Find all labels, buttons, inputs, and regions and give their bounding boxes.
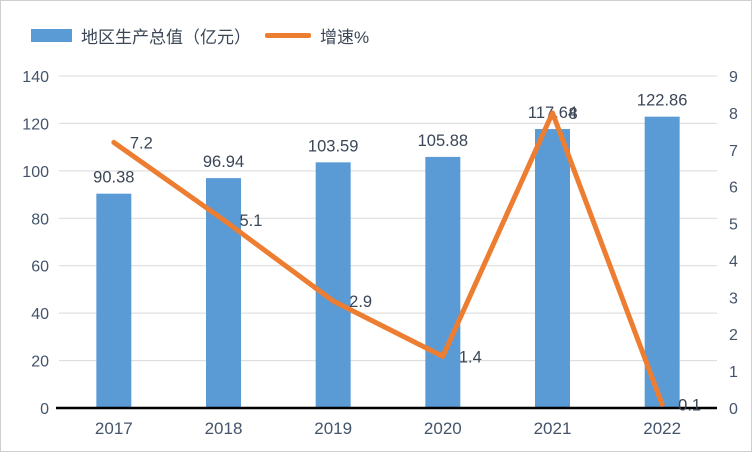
bar-series-swatch bbox=[31, 29, 72, 42]
left-axis-tick: 80 bbox=[31, 211, 49, 228]
bar-label: 103.59 bbox=[308, 137, 358, 155]
line-label: 8 bbox=[569, 105, 578, 123]
right-axis-tick: 1 bbox=[729, 364, 738, 381]
legend-item-growth: 增速% bbox=[265, 23, 369, 48]
right-axis-tick: 7 bbox=[729, 143, 738, 160]
x-axis-label: 2020 bbox=[424, 419, 462, 438]
left-axis-tick: 60 bbox=[31, 259, 49, 276]
line-label: 1.4 bbox=[459, 348, 482, 366]
bar-2017 bbox=[96, 193, 132, 408]
left-axis-tick: 100 bbox=[22, 164, 49, 181]
bar-2021 bbox=[535, 129, 570, 408]
left-axis-tick: 40 bbox=[31, 306, 49, 323]
bar-label: 90.38 bbox=[93, 169, 134, 187]
line-label: 7.2 bbox=[130, 134, 153, 152]
bar-label: 96.94 bbox=[203, 153, 244, 171]
left-axis-tick: 140 bbox=[22, 69, 49, 86]
bar-2018 bbox=[206, 178, 241, 408]
left-axis-tick: 20 bbox=[31, 354, 49, 371]
bar-2020 bbox=[425, 156, 461, 408]
growth-line bbox=[111, 110, 665, 407]
legend-item-gdp: 地区生产总值（亿元） bbox=[31, 23, 251, 48]
x-axis-label: 2017 bbox=[95, 419, 133, 438]
bar-label: 105.88 bbox=[418, 132, 468, 150]
x-axis-label: 2019 bbox=[314, 419, 352, 438]
right-axis-tick: 3 bbox=[729, 290, 738, 307]
legend-label-gdp: 地区生产总值（亿元） bbox=[81, 28, 251, 47]
right-axis-tick: 9 bbox=[729, 69, 738, 86]
right-axis-tick: 5 bbox=[729, 217, 738, 234]
x-axis-label: 2018 bbox=[205, 419, 243, 438]
line-label: 2.9 bbox=[349, 293, 372, 311]
legend-label-growth: 增速% bbox=[320, 28, 370, 47]
left-axis-tick: 120 bbox=[22, 116, 49, 133]
right-axis-tick: 0 bbox=[729, 401, 738, 418]
right-axis-tick: 6 bbox=[729, 180, 738, 197]
line-label: 0.1 bbox=[678, 396, 701, 414]
line-series-swatch bbox=[265, 33, 311, 38]
x-axis-label: 2022 bbox=[643, 419, 681, 438]
bar-2019 bbox=[315, 162, 351, 408]
bar-2022 bbox=[644, 116, 680, 408]
right-axis-tick: 4 bbox=[729, 253, 738, 270]
right-axis-tick: 8 bbox=[729, 106, 738, 123]
line-label: 5.1 bbox=[240, 212, 263, 230]
right-axis-tick: 2 bbox=[729, 327, 738, 344]
chart-legend: 地区生产总值（亿元） 增速% bbox=[31, 23, 369, 48]
x-axis-label: 2021 bbox=[534, 419, 572, 438]
left-axis-tick: 0 bbox=[40, 401, 49, 418]
bar-label: 122.86 bbox=[637, 92, 687, 110]
